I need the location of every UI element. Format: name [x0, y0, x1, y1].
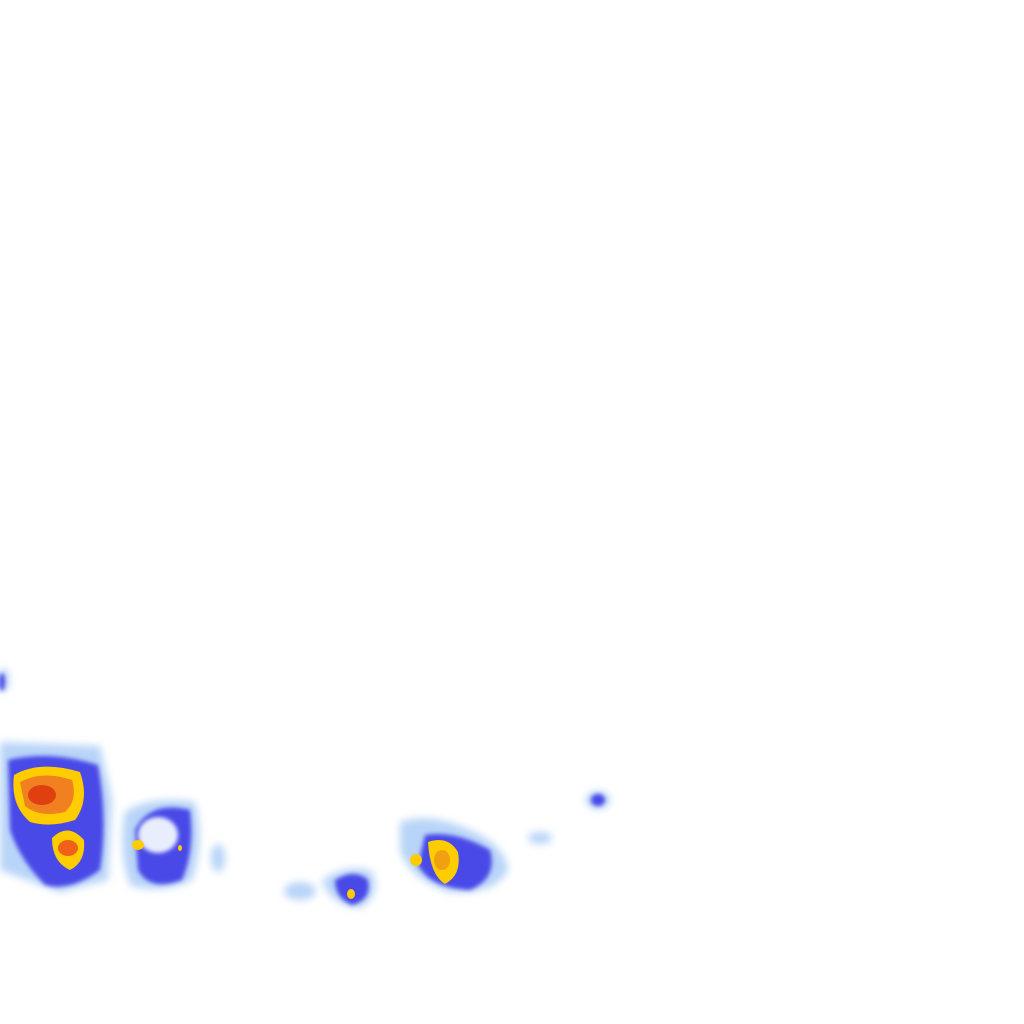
- heavy-precip: [13, 766, 459, 899]
- inner-gap: [138, 817, 178, 853]
